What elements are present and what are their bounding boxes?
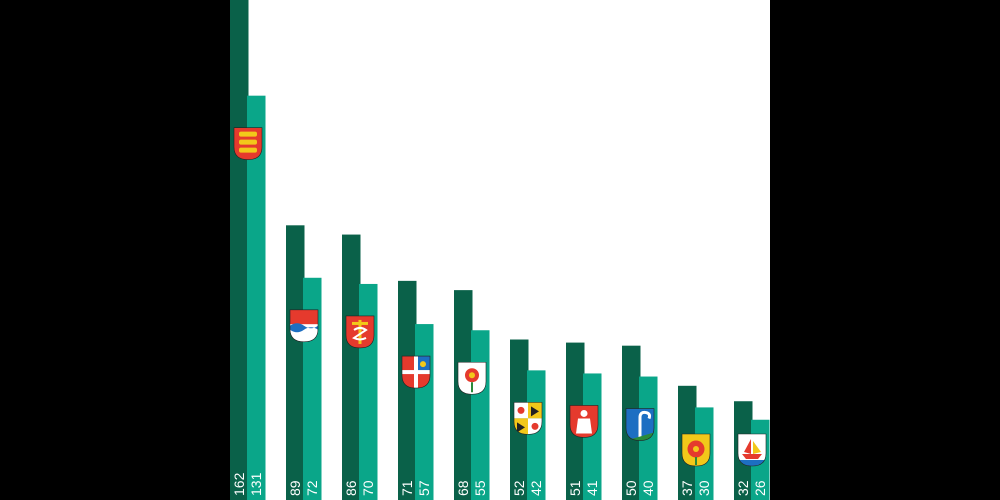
bar-series-1 <box>398 280 417 500</box>
bar-series-2 <box>583 373 602 500</box>
bar-series-1 <box>342 234 361 500</box>
coat-of-arms-ship-icon <box>737 433 767 467</box>
coat-of-arms-staff-serpent-icon <box>345 315 375 349</box>
data-label-series-1: 68 <box>455 480 471 496</box>
data-label-series-2: 72 <box>304 480 320 496</box>
bar-group: 51 41 <box>566 342 602 500</box>
data-label-series-2: 41 <box>584 480 600 496</box>
bar-series-2 <box>415 324 434 500</box>
data-label-series-2: 40 <box>640 480 656 496</box>
data-label-series-2: 30 <box>696 480 712 496</box>
coat-of-arms-saint-figure-icon <box>569 405 599 438</box>
data-label-series-2: 42 <box>528 480 544 496</box>
data-label-series-2: 55 <box>472 480 488 496</box>
data-label-series-1: 162 <box>231 472 247 496</box>
data-label-series-1: 89 <box>287 480 303 496</box>
data-label-series-1: 71 <box>399 480 415 496</box>
coat-of-arms-quartered-birds-icon <box>513 402 543 435</box>
coat-of-arms-white-rose-icon <box>457 361 487 395</box>
data-label-series-1: 50 <box>623 480 639 496</box>
bar-group: 32 26 <box>734 401 770 500</box>
bar-group: 50 40 <box>622 345 658 500</box>
bar-series-1 <box>286 225 305 500</box>
data-label-series-1: 32 <box>735 480 751 496</box>
bar-series-2 <box>247 95 266 500</box>
bar-series-1 <box>454 290 473 500</box>
data-label-series-2: 131 <box>248 472 264 496</box>
bar-series-2 <box>471 330 490 500</box>
bar-group: 52 42 <box>510 339 546 500</box>
data-label-series-1: 52 <box>511 480 527 496</box>
bar-group: 68 55 <box>454 290 490 500</box>
data-label-series-2: 57 <box>416 480 432 496</box>
coat-of-arms-crosier-icon <box>625 408 655 441</box>
data-label-series-1: 86 <box>343 480 359 496</box>
bar-group: 162 131 <box>230 0 266 500</box>
bar-group: 89 72 <box>286 225 322 500</box>
coat-of-arms-three-lions-icon <box>233 127 263 160</box>
bar-group: 37 30 <box>678 385 714 500</box>
bar-group: 71 57 <box>398 280 434 500</box>
coat-of-arms-quartered-cross-icon <box>401 355 431 389</box>
data-label-series-1: 51 <box>567 480 583 496</box>
coat-of-arms-red-wave-icon <box>289 309 319 343</box>
bar-group: 86 70 <box>342 234 378 500</box>
data-label-series-2: 26 <box>752 480 768 496</box>
coat-of-arms-red-rose-icon <box>681 433 711 467</box>
bar-series-1 <box>230 0 249 500</box>
data-label-series-2: 70 <box>360 480 376 496</box>
data-label-series-1: 37 <box>679 480 695 496</box>
